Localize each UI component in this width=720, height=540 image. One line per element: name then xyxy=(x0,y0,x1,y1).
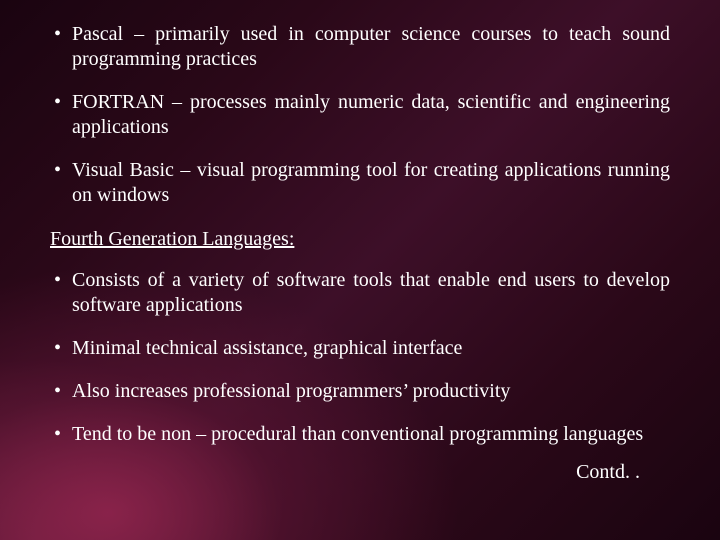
slide: Pascal – primarily used in computer scie… xyxy=(0,0,720,540)
bullet-text: Pascal – primarily used in computer scie… xyxy=(72,23,670,70)
section-heading: Fourth Generation Languages: xyxy=(50,226,670,252)
list-item: Tend to be non – procedural than convent… xyxy=(50,422,670,447)
list-item: Visual Basic – visual programming tool f… xyxy=(50,158,670,208)
list-item: Pascal – primarily used in computer scie… xyxy=(50,22,670,72)
list-item: Minimal technical assistance, graphical … xyxy=(50,336,670,361)
bullet-text: Tend to be non – procedural than convent… xyxy=(72,423,643,445)
bullet-text: Consists of a variety of software tools … xyxy=(72,269,670,316)
list-item: Consists of a variety of software tools … xyxy=(50,268,670,318)
list-item: Also increases professional programmers’… xyxy=(50,379,670,404)
continued-label: Contd. . xyxy=(50,461,670,484)
bullet-text: Minimal technical assistance, graphical … xyxy=(72,337,462,359)
top-bullet-list: Pascal – primarily used in computer scie… xyxy=(50,22,670,208)
bottom-bullet-list: Consists of a variety of software tools … xyxy=(50,268,670,447)
bullet-text: Visual Basic – visual programming tool f… xyxy=(72,159,670,206)
list-item: FORTRAN – processes mainly numeric data,… xyxy=(50,90,670,140)
bullet-text: FORTRAN – processes mainly numeric data,… xyxy=(72,91,670,138)
bullet-text: Also increases professional programmers’… xyxy=(72,380,510,402)
